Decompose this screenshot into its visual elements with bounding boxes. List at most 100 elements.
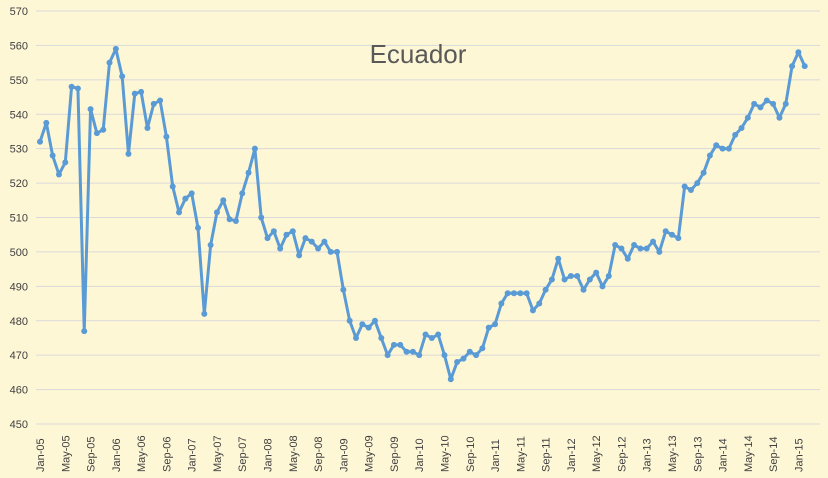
x-tick-label: Sep-10 — [465, 437, 477, 472]
data-point — [188, 190, 195, 197]
x-tick-label: Jan-15 — [793, 438, 805, 472]
data-point — [744, 114, 751, 121]
x-tick-label: Sep-07 — [237, 437, 249, 472]
data-point — [776, 114, 783, 121]
data-point — [239, 190, 246, 197]
data-point — [517, 290, 524, 297]
data-point — [454, 359, 461, 366]
data-point — [150, 100, 157, 107]
data-point — [700, 169, 707, 176]
data-point — [346, 317, 353, 324]
data-point — [409, 348, 416, 355]
x-tick-label: May-10 — [439, 435, 451, 472]
data-point — [112, 45, 119, 52]
data-point — [435, 331, 442, 338]
data-point — [498, 300, 505, 307]
data-point — [447, 376, 454, 383]
data-point — [340, 286, 347, 293]
x-tick-label: May-06 — [136, 435, 148, 472]
data-point — [62, 159, 69, 166]
data-point — [542, 286, 549, 293]
data-point — [694, 180, 701, 187]
y-tick-label: 490 — [10, 281, 28, 293]
data-point — [675, 235, 682, 242]
data-point — [548, 276, 555, 283]
data-point — [397, 341, 404, 348]
data-point — [258, 214, 265, 221]
data-point — [624, 255, 631, 262]
x-tick-label: Jan-10 — [414, 438, 426, 472]
y-tick-label: 540 — [10, 109, 28, 121]
data-point — [801, 63, 808, 70]
data-point — [232, 217, 239, 224]
data-point — [770, 100, 777, 107]
data-point — [144, 125, 151, 132]
x-axis-tick-labels: Jan-05 May-05 Sep-05 Jan-06 May-06 Sep-06 Jan-… — [35, 435, 805, 472]
data-point — [289, 228, 296, 235]
data-point — [662, 228, 669, 235]
y-tick-label: 530 — [10, 144, 28, 156]
data-point — [416, 352, 423, 359]
data-point — [460, 355, 467, 362]
x-tick-label: Jan-12 — [566, 438, 578, 472]
data-point — [485, 324, 492, 331]
y-tick-label: 470 — [10, 350, 28, 362]
data-point — [68, 83, 75, 90]
data-point — [725, 145, 732, 152]
data-point — [782, 100, 789, 107]
data-point — [738, 125, 745, 132]
data-point — [574, 273, 581, 280]
data-point — [359, 321, 366, 328]
data-point — [327, 248, 334, 255]
data-point — [650, 238, 657, 245]
data-point — [201, 310, 208, 317]
data-point — [492, 321, 499, 328]
data-point — [226, 216, 233, 223]
data-point — [719, 145, 726, 152]
data-point — [789, 63, 796, 70]
data-point — [612, 242, 619, 249]
x-tick-label: Jan-08 — [263, 438, 275, 472]
x-tick-label: Jan-11 — [490, 439, 502, 472]
data-point — [599, 283, 606, 290]
data-point — [751, 100, 758, 107]
y-tick-label: 480 — [10, 316, 28, 328]
x-tick-label: Sep-05 — [86, 437, 98, 472]
data-point — [504, 290, 511, 297]
data-point — [656, 248, 663, 255]
x-tick-label: Sep-14 — [768, 437, 780, 472]
data-point — [687, 186, 694, 193]
data-point — [49, 152, 56, 159]
x-tick-label: May-07 — [212, 435, 224, 472]
data-point — [55, 171, 62, 178]
x-tick-label: Jan-05 — [35, 438, 47, 472]
x-tick-label: May-11 — [515, 436, 527, 472]
data-point — [213, 209, 220, 216]
data-point — [643, 245, 650, 252]
x-tick-label: May-09 — [364, 435, 376, 472]
data-point — [106, 59, 113, 66]
data-point — [207, 242, 214, 249]
data-point — [529, 307, 536, 314]
y-tick-label: 550 — [10, 75, 28, 87]
data-point — [277, 245, 284, 252]
data-point — [302, 235, 309, 242]
data-point — [74, 85, 81, 92]
x-tick-label: Jan-06 — [111, 438, 123, 472]
x-tick-label: May-14 — [743, 435, 755, 472]
data-point — [536, 300, 543, 307]
data-point — [371, 317, 378, 324]
data-point — [593, 269, 600, 276]
x-tick-label: Jan-09 — [338, 438, 350, 472]
x-tick-label: Sep-13 — [692, 437, 704, 472]
data-point — [795, 49, 802, 56]
x-tick-label: May-05 — [60, 435, 72, 472]
data-point — [511, 290, 517, 297]
data-point — [637, 245, 644, 252]
data-point — [580, 286, 587, 293]
y-tick-label: 450 — [10, 419, 28, 431]
y-tick-label: 570 — [10, 6, 28, 18]
data-point — [131, 90, 138, 97]
x-tick-label: Jan-14 — [718, 438, 730, 472]
